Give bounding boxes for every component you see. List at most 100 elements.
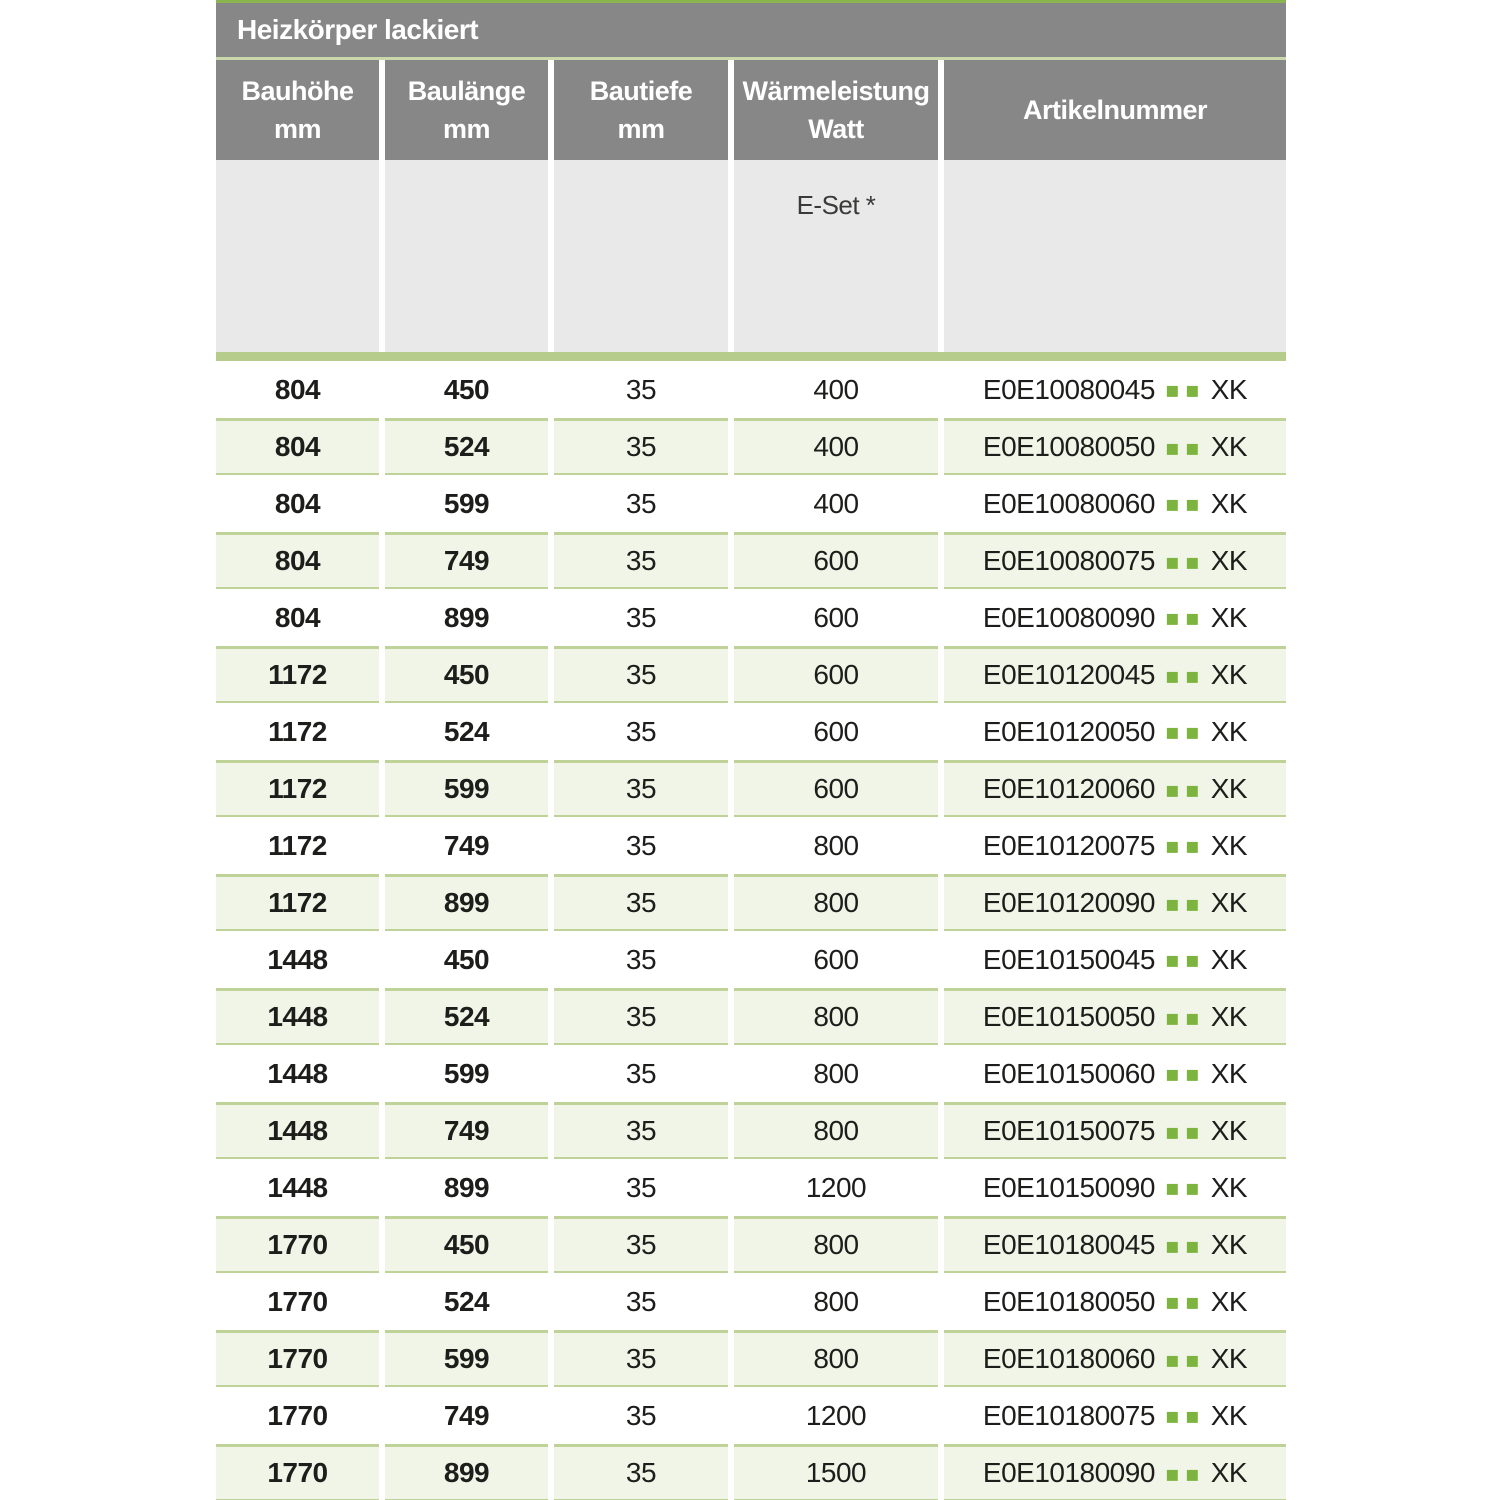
cell-bauhoehe-value: 1770 [267, 1343, 328, 1374]
artikelnummer-dots: ▪▪ [1164, 1347, 1205, 1373]
cell-baulaenge-value: 749 [443, 829, 490, 861]
artikelnummer-dots: ▪▪ [1164, 1404, 1205, 1429]
cell-baulaenge-value: 899 [443, 601, 490, 633]
artikelnummer-suffix: XK [1210, 943, 1248, 975]
cell-bautiefe-value: 35 [625, 887, 657, 918]
artikelnummer-prefix: E0E10080045 [982, 373, 1156, 405]
cell-bauhoehe: 1448 [216, 931, 379, 988]
cell-bauhoehe: 1172 [216, 703, 379, 760]
cell-baulaenge: 524 [385, 988, 548, 1045]
cell-baulaenge-value: 749 [443, 545, 490, 576]
artikelnummer-prefix: E0E10120075 [982, 829, 1156, 861]
cell-bautiefe-value: 35 [625, 1057, 657, 1089]
cell-bauhoehe-value: 1448 [267, 1171, 328, 1203]
cell-watt-value: 600 [813, 715, 859, 747]
artikelnummer-suffix: XK [1210, 715, 1248, 747]
cell-bautiefe: 35 [554, 874, 728, 931]
header-separator-bar [216, 352, 1286, 361]
artikelnummer-dots: ▪▪ [1164, 777, 1205, 803]
cell-baulaenge-value: 524 [443, 1001, 490, 1032]
column-header-unit: mm [273, 114, 322, 144]
artikelnummer-prefix: E0E10120060 [982, 773, 1156, 804]
cell-bautiefe: 35 [554, 817, 728, 874]
cell-baulaenge: 749 [385, 1102, 548, 1159]
cell-bautiefe: 35 [554, 361, 728, 418]
cell-bauhoehe-value: 1172 [268, 715, 327, 747]
cell-bauhoehe-value: 1448 [267, 1057, 328, 1089]
top-accent-line [216, 0, 1286, 3]
cell-baulaenge: 899 [385, 1444, 548, 1500]
cell-watt: 1200 [734, 1387, 938, 1444]
cell-watt-value: 600 [813, 773, 859, 804]
cell-baulaenge: 899 [385, 589, 548, 646]
cell-watt: 600 [734, 703, 938, 760]
cell-bauhoehe: 1448 [216, 988, 379, 1045]
cell-baulaenge-value: 899 [443, 1457, 490, 1488]
artikelnummer-suffix: XK [1210, 773, 1248, 804]
cell-bauhoehe-value: 1448 [267, 1001, 328, 1032]
artikelnummer-suffix: XK [1210, 1229, 1248, 1260]
cell-bautiefe: 35 [554, 931, 728, 988]
cell-artikelnummer: E0E10150060 ▪▪ XK [944, 1045, 1286, 1102]
artikelnummer-suffix: XK [1210, 659, 1248, 690]
cell-bautiefe: 35 [554, 646, 728, 703]
subheader-row: E-Set * [216, 160, 1286, 352]
cell-artikelnummer: E0E10120050 ▪▪ XK [944, 703, 1286, 760]
cell-baulaenge-value: 450 [443, 373, 490, 405]
artikelnummer-suffix: XK [1210, 431, 1248, 462]
cell-baulaenge-value: 599 [443, 1343, 490, 1374]
cell-watt-value: 400 [813, 487, 859, 519]
cell-bautiefe-value: 35 [625, 715, 657, 747]
artikelnummer-prefix: E0E10180075 [982, 1399, 1156, 1431]
cell-bauhoehe-value: 1172 [268, 659, 327, 690]
cell-baulaenge-value: 450 [443, 659, 490, 690]
cell-watt: 1500 [734, 1444, 938, 1500]
cell-baulaenge: 899 [385, 1159, 548, 1216]
cell-bautiefe-value: 35 [625, 943, 657, 975]
cell-artikelnummer: E0E10080045 ▪▪ XK [944, 361, 1286, 418]
cell-watt-value: 800 [813, 1285, 859, 1317]
cell-baulaenge-value: 599 [443, 487, 490, 519]
cell-bauhoehe: 1448 [216, 1159, 379, 1216]
cell-bautiefe: 35 [554, 1102, 728, 1159]
artikelnummer-prefix: E0E10080075 [982, 545, 1156, 576]
cell-bauhoehe: 1448 [216, 1102, 379, 1159]
cell-bauhoehe-value: 1770 [267, 1229, 328, 1260]
cell-bauhoehe: 1770 [216, 1330, 379, 1387]
cell-watt-value: 400 [813, 431, 859, 462]
table-title-bar: Heizkörper lackiert [216, 3, 1286, 57]
artikelnummer-suffix: XK [1210, 1115, 1248, 1146]
cell-baulaenge: 450 [385, 931, 548, 988]
cell-bauhoehe: 1770 [216, 1444, 379, 1500]
cell-watt: 600 [734, 760, 938, 817]
column-header-unit: Watt [808, 114, 864, 144]
artikelnummer-prefix: E0E10080050 [982, 431, 1156, 462]
artikelnummer-dots: ▪▪ [1164, 492, 1205, 517]
artikelnummer-suffix: XK [1210, 545, 1248, 576]
cell-watt: 1200 [734, 1159, 938, 1216]
artikelnummer-dots: ▪▪ [1164, 948, 1205, 973]
cell-bautiefe: 35 [554, 1216, 728, 1273]
cell-bautiefe-value: 35 [625, 373, 657, 405]
cell-watt-value: 800 [813, 1229, 859, 1260]
cell-bautiefe-value: 35 [625, 1171, 657, 1203]
cell-watt-value: 800 [813, 1057, 859, 1089]
artikelnummer-dots: ▪▪ [1164, 435, 1205, 461]
artikelnummer-prefix: E0E10180045 [982, 1229, 1156, 1260]
subheader-cell-bauhoehe [216, 160, 379, 352]
cell-baulaenge: 599 [385, 1045, 548, 1102]
artikelnummer-dots: ▪▪ [1164, 378, 1205, 403]
cell-bauhoehe: 1172 [216, 874, 379, 931]
artikelnummer-dots: ▪▪ [1164, 720, 1205, 745]
cell-bauhoehe: 1770 [216, 1387, 379, 1444]
cell-bautiefe-value: 35 [625, 431, 657, 462]
cell-artikelnummer: E0E10120045 ▪▪ XK [944, 646, 1286, 703]
cell-bautiefe-value: 35 [625, 487, 657, 519]
cell-bautiefe: 35 [554, 1387, 728, 1444]
cell-artikelnummer: E0E10150045 ▪▪ XK [944, 931, 1286, 988]
artikelnummer-suffix: XK [1210, 1171, 1248, 1203]
cell-bauhoehe-value: 804 [274, 601, 321, 633]
cell-baulaenge-value: 450 [443, 1229, 490, 1260]
artikelnummer-dots: ▪▪ [1164, 606, 1205, 631]
